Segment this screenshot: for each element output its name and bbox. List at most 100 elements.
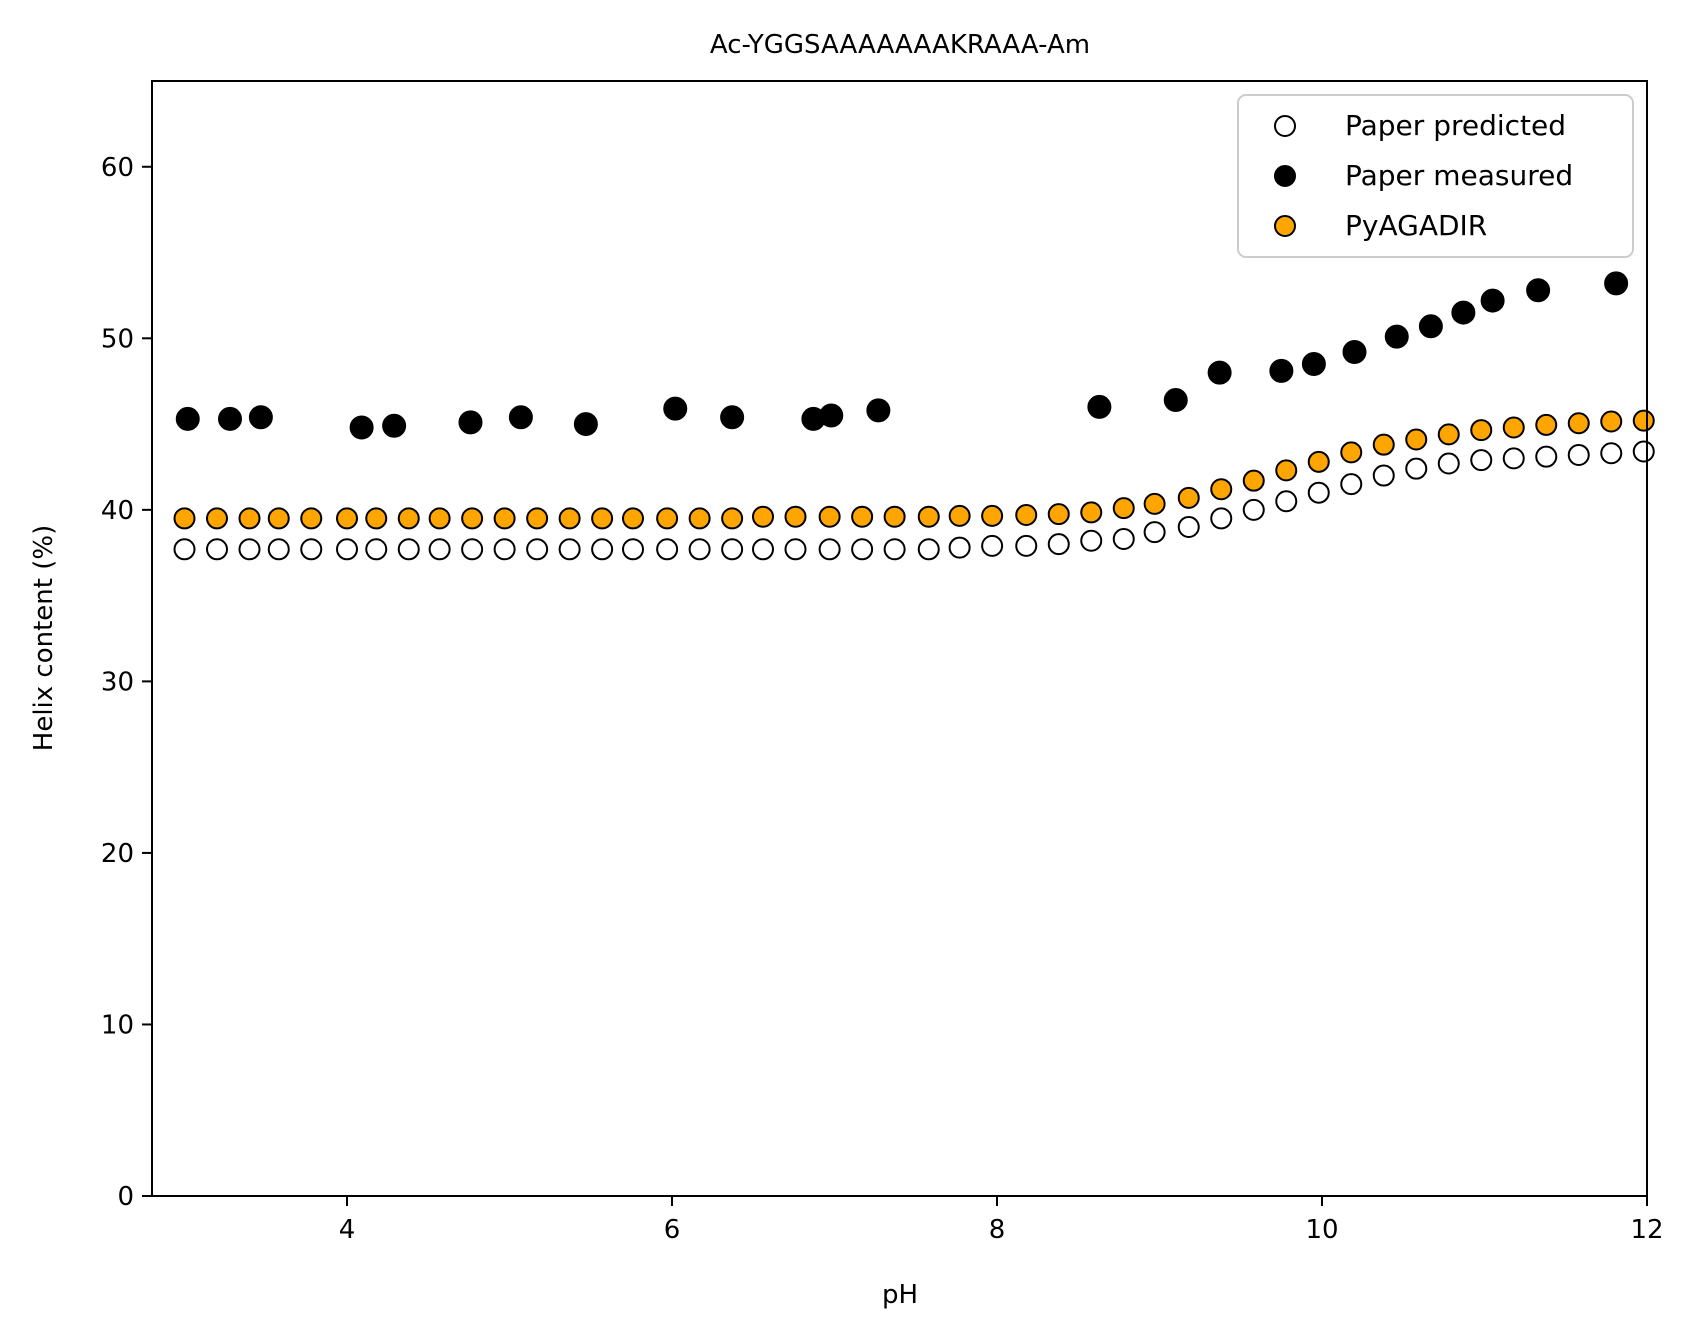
x-tick-label: 12 xyxy=(1630,1215,1663,1245)
y-axis: 0 10 20 30 40 50 60 xyxy=(101,153,152,1212)
data-point xyxy=(688,507,711,530)
legend-label-paper-predicted: Paper predicted xyxy=(1345,109,1566,142)
data-point xyxy=(1242,469,1265,492)
data-point xyxy=(1275,490,1298,513)
data-point xyxy=(1480,288,1505,313)
x-tick-label: 8 xyxy=(989,1215,1006,1245)
data-point xyxy=(948,504,971,527)
data-point xyxy=(526,538,549,561)
data-point xyxy=(688,538,711,561)
data-point xyxy=(1342,340,1367,365)
data-point xyxy=(458,410,483,435)
data-point xyxy=(1600,442,1623,465)
data-point xyxy=(818,505,841,528)
x-tick-label: 6 xyxy=(664,1215,681,1245)
y-axis-label: Helix content (%) xyxy=(29,525,59,751)
data-point xyxy=(238,507,261,530)
chart-title: Ac-YGGSAAAAAAAKRAAA-Am xyxy=(710,30,1090,60)
data-point xyxy=(819,403,844,428)
data-point xyxy=(1567,412,1590,435)
data-point xyxy=(752,505,774,528)
y-tick-label: 30 xyxy=(101,667,134,697)
data-point xyxy=(365,538,388,561)
data-point xyxy=(1526,278,1551,303)
data-point xyxy=(397,538,420,561)
data-point xyxy=(1600,410,1623,433)
data-point xyxy=(1080,529,1103,552)
data-point xyxy=(1307,481,1330,504)
legend-marker-paper-measured xyxy=(1274,165,1296,187)
data-point xyxy=(526,507,549,530)
data-point xyxy=(851,505,874,528)
y-tick-label: 60 xyxy=(101,153,134,183)
data-point xyxy=(1112,528,1135,551)
data-point xyxy=(428,507,451,530)
series-paper-measured xyxy=(175,271,1629,440)
data-point xyxy=(267,538,290,561)
data-point xyxy=(175,406,200,431)
data-point xyxy=(1604,271,1629,296)
data-point xyxy=(1418,314,1443,339)
data-point xyxy=(1470,449,1493,472)
data-point xyxy=(1015,534,1038,557)
data-point xyxy=(1087,394,1112,419)
data-point xyxy=(206,538,228,561)
y-tick-label: 50 xyxy=(101,324,134,354)
plot-area xyxy=(152,81,1647,1196)
data-point xyxy=(917,538,940,561)
series-layer xyxy=(173,271,1655,561)
data-point xyxy=(1340,441,1363,464)
data-point xyxy=(238,538,261,561)
series-pyagadir xyxy=(173,409,1655,530)
data-point xyxy=(851,538,874,561)
data-point xyxy=(1502,416,1525,439)
legend-marker-paper-predicted xyxy=(1274,115,1296,137)
data-point xyxy=(1502,447,1525,470)
data-point xyxy=(1340,473,1363,496)
data-point xyxy=(173,507,196,530)
x-tick-label: 10 xyxy=(1305,1215,1338,1245)
data-point xyxy=(721,538,744,561)
x-axis-label: pH xyxy=(882,1280,918,1310)
data-point xyxy=(1437,452,1460,475)
data-point xyxy=(493,538,516,561)
y-tick-label: 40 xyxy=(101,496,134,526)
y-tick-label: 0 xyxy=(117,1182,134,1212)
data-point xyxy=(1535,445,1558,468)
data-point xyxy=(663,396,688,421)
data-point xyxy=(1177,516,1200,538)
legend-label-pyagadir: PyAGADIR xyxy=(1345,209,1487,242)
data-point xyxy=(336,538,358,561)
data-point xyxy=(558,507,581,530)
data-point xyxy=(752,538,774,561)
legend-box xyxy=(1237,94,1634,258)
data-point xyxy=(382,413,407,438)
data-point xyxy=(721,507,744,530)
data-point xyxy=(784,538,807,561)
data-point xyxy=(428,538,451,561)
data-point xyxy=(206,507,228,530)
data-point xyxy=(397,507,420,530)
data-point xyxy=(1242,498,1265,521)
data-point xyxy=(981,534,1004,557)
data-point xyxy=(1405,428,1428,451)
data-point xyxy=(573,412,598,437)
data-point xyxy=(1437,423,1460,446)
data-point xyxy=(461,538,484,561)
data-point xyxy=(1301,352,1326,377)
data-point xyxy=(218,406,242,431)
data-point xyxy=(818,538,841,561)
data-point xyxy=(1080,501,1103,524)
data-point xyxy=(493,507,516,530)
data-point xyxy=(1047,503,1070,526)
data-point xyxy=(1112,497,1135,520)
data-point xyxy=(173,538,196,561)
data-point xyxy=(622,507,644,530)
data-point xyxy=(883,538,906,561)
data-point xyxy=(1207,360,1232,385)
data-point xyxy=(461,507,484,530)
data-point xyxy=(1210,507,1233,530)
legend-marker-pyagadir xyxy=(1274,215,1296,237)
data-point xyxy=(1470,419,1493,442)
